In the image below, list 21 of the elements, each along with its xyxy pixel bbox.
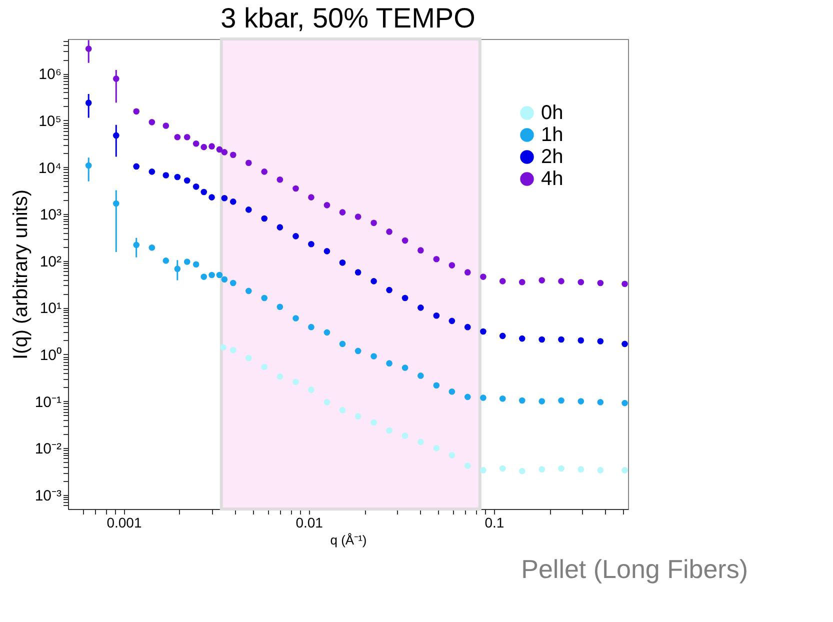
text: Pellet (Long Fibers) <box>521 554 748 584</box>
x-tick-label: 0.01 <box>296 514 324 530</box>
y-axis-title: I(q) (arbitrary units) <box>10 189 32 360</box>
y-tick-label: 10⁶ <box>38 66 62 84</box>
y-tick-label: 10² <box>40 253 62 270</box>
chart-title: 3 kbar, 50% TEMPO <box>220 2 476 34</box>
y-tick-label: 10⁻¹ <box>34 394 62 411</box>
legend-label: 2h <box>541 146 564 168</box>
legend-label: 1h <box>541 124 564 146</box>
y-tick-label: 10³ <box>40 206 62 224</box>
legend-label: 4h <box>541 168 564 190</box>
y-tick-label: 10⁻³ <box>34 487 62 504</box>
y-tick-label: 10¹ <box>40 300 62 318</box>
legend-label: 0h <box>541 102 564 124</box>
y-tick-label: 10⁵ <box>38 112 62 130</box>
y-tick-label: 10⁴ <box>38 160 62 177</box>
y-tick-label: 10⁰ <box>40 346 62 364</box>
y-tick-label: 10⁻² <box>34 440 62 458</box>
x-axis-title: q (Å⁻¹) <box>330 532 367 548</box>
x-tick-label: 0.001 <box>106 514 142 530</box>
x-tick-label: 0.1 <box>484 514 504 530</box>
